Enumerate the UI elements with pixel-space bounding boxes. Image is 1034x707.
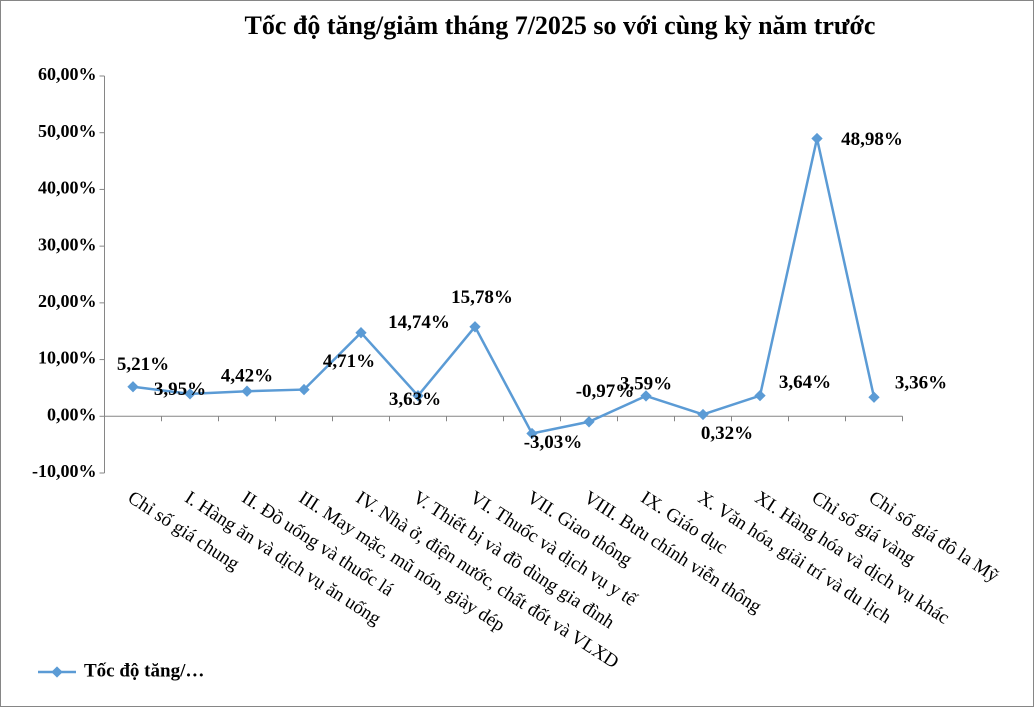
data-label: 5,21% [117, 354, 169, 375]
data-point [754, 389, 766, 402]
data-label: 3,36% [895, 373, 947, 394]
y-tick-label: 20,00% [38, 291, 97, 311]
data-point [127, 381, 139, 393]
data-label: -0,97% [576, 381, 635, 402]
y-tick-label: 50,00% [38, 121, 97, 141]
data-point [697, 408, 709, 421]
data-label: 48,98% [841, 129, 903, 150]
data-label: 0,32% [701, 423, 753, 444]
data-label: 4,42% [221, 366, 273, 387]
data-label: 15,78% [451, 287, 513, 308]
y-tick-label: 40,00% [38, 178, 97, 198]
data-point [184, 388, 196, 400]
data-point [469, 321, 481, 333]
data-label: 4,71% [323, 351, 375, 372]
y-tick-label: 30,00% [38, 234, 97, 254]
data-label: 3,64% [779, 372, 831, 393]
data-point [355, 327, 367, 339]
data-label: 3,63% [389, 389, 441, 410]
y-tick-label: 60,00% [38, 64, 97, 84]
data-point [868, 391, 880, 403]
data-label: 3,95% [154, 379, 206, 400]
legend-label: Tốc độ tăng/… [84, 660, 204, 681]
data-point [640, 390, 652, 402]
data-point [412, 390, 424, 402]
data-point [298, 383, 310, 396]
data-point [811, 132, 823, 145]
legend-marker [51, 666, 63, 678]
y-tick-label: -10,00% [32, 461, 97, 481]
data-point [583, 416, 595, 428]
data-point [241, 385, 253, 397]
data-point [526, 427, 538, 440]
chart-title: Tốc độ tăng/giảm tháng 7/2025 so với cùn… [245, 11, 876, 40]
y-tick-label: 10,00% [38, 348, 97, 368]
y-tick-label: 0,00% [47, 404, 97, 424]
data-label: -3,03% [524, 432, 583, 453]
series-line [132, 138, 876, 435]
data-label: 14,74% [388, 312, 450, 333]
data-label: 3,59% [620, 373, 672, 394]
